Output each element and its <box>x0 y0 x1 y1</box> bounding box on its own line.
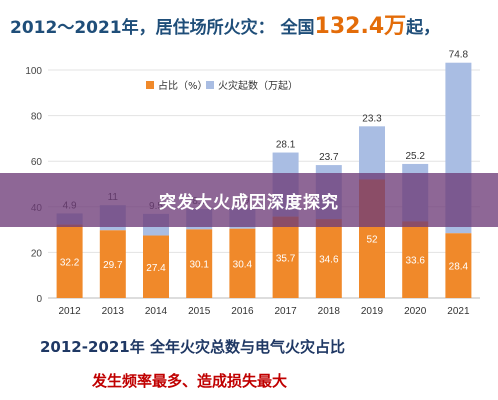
y-tick-label: 60 <box>31 157 43 168</box>
bar-segment-ratio <box>229 228 256 298</box>
footer-title: 2012-2021年 全年火灾总数与电气火灾占比 <box>40 338 345 356</box>
legend-swatch <box>146 81 154 89</box>
data-label-ratio: 35.7 <box>276 253 296 264</box>
data-label-ratio: 33.6 <box>405 256 425 267</box>
data-label-ratio: 34.6 <box>319 255 339 266</box>
bar-segment-ratio <box>56 224 83 298</box>
y-tick-label: 20 <box>31 248 43 259</box>
data-label-ratio: 30.4 <box>233 259 253 270</box>
x-tick-label: 2012 <box>58 306 81 317</box>
bar-segment-ratio <box>402 221 429 298</box>
bar-segment-ratio <box>186 229 213 298</box>
bar-segment-ratio <box>99 230 126 298</box>
overlay-banner: 突发大火成因深度探究 <box>0 173 498 227</box>
footer-subtitle: 发生频率最多、造成损失最大 <box>92 372 288 390</box>
data-label-fire-count: 74.8 <box>449 50 469 61</box>
headline-prefix: 2012～2021年，居住场所火灾： 全国 <box>10 18 315 38</box>
x-tick-label: 2013 <box>102 306 125 317</box>
bar-segment-ratio <box>445 233 472 298</box>
x-tick-label: 2018 <box>318 306 341 317</box>
legend-swatch <box>206 81 214 89</box>
legend-label: 占比（%） <box>158 79 208 92</box>
x-tick-label: 2014 <box>145 306 168 317</box>
x-tick-label: 2016 <box>231 306 254 317</box>
bar-segment-fire-count <box>359 126 385 180</box>
data-label-ratio: 28.4 <box>449 262 469 273</box>
data-label-ratio: 27.4 <box>146 263 166 274</box>
bar-segment-ratio <box>143 235 169 298</box>
data-label-fire-count: 23.3 <box>362 113 382 124</box>
y-tick-label: 100 <box>25 66 42 77</box>
data-label-fire-count: 28.1 <box>276 140 296 151</box>
bar-segment-ratio <box>272 216 299 298</box>
y-tick-label: 80 <box>31 112 43 123</box>
data-label-ratio: 30.1 <box>189 260 209 271</box>
x-tick-label: 2021 <box>447 306 470 317</box>
headline-suffix: 起， <box>406 18 441 38</box>
data-label-ratio: 32.2 <box>60 257 80 268</box>
x-tick-label: 2017 <box>274 306 297 317</box>
overlay-caption: 突发大火成因深度探究 <box>159 192 339 213</box>
data-label-fire-count: 25.2 <box>405 151 425 162</box>
x-tick-label: 2019 <box>361 306 384 317</box>
data-label-ratio: 52 <box>366 235 378 246</box>
data-label-ratio: 29.7 <box>103 260 123 271</box>
data-label-fire-count: 23.7 <box>319 152 339 163</box>
y-tick-label: 0 <box>36 294 42 305</box>
bar-segment-ratio <box>315 219 342 298</box>
x-tick-label: 2020 <box>404 306 427 317</box>
headline: 2012～2021年，居住场所火灾： 全国 132.4万 起， <box>10 8 441 39</box>
x-tick-label: 2015 <box>188 306 211 317</box>
legend-label: 火灾起数（万起） <box>218 79 298 92</box>
headline-number: 132.4万 <box>314 14 407 39</box>
